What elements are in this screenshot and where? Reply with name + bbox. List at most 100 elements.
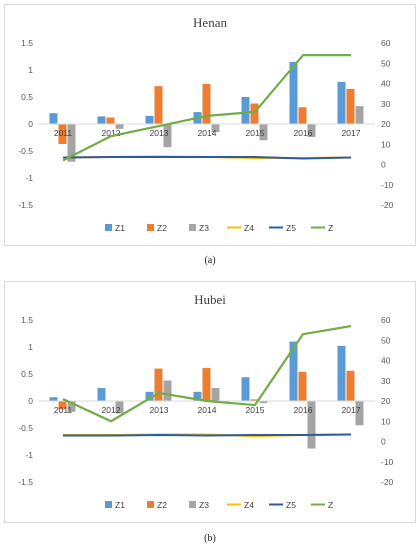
bar-z1: [337, 81, 346, 124]
y-right-tick-label: 20: [381, 396, 391, 406]
bar-z1: [145, 115, 154, 124]
y-right-tick-label: 10: [381, 139, 391, 149]
chart-panel-hubei: 1.5 1 0.5 0 -0.5 -1 -1.5 60 50 40 30 20 10 0 -10 -20 201…: [4, 281, 416, 523]
y-left-tick-label: 0: [28, 119, 33, 129]
y-left-tick-label: 0.5: [21, 92, 33, 102]
y-left-tick-label: -1: [25, 173, 33, 183]
chart-hubei: 1.5 1 0.5 0 -0.5 -1 -1.5 60 50 40 30 20 10 0 -10 -20 201…: [18, 315, 394, 510]
x-tick-label: 2016: [294, 128, 313, 138]
legend-swatch-z2: [147, 224, 154, 231]
y-right-tick-label: -20: [381, 200, 394, 210]
y-right-tick-label: -20: [381, 477, 394, 487]
chart-panel-henan: 1.5 1 0.5 0 -0.5 -1 -1.5 60 50 40 30 20 10 0 -10 -20 201…: [4, 4, 416, 246]
legend-label: Z3: [199, 223, 209, 233]
y-right-tick-label: 50: [381, 335, 391, 345]
bar-z3: [259, 401, 268, 404]
x-tick-label: 2016: [294, 405, 313, 415]
y-right-tick-label: -10: [381, 180, 394, 190]
bar-z2: [202, 368, 211, 401]
y-left-tick-label: -0.5: [18, 146, 33, 156]
y-left-tick-label: 1: [28, 65, 33, 75]
legend-swatch-z3: [189, 224, 196, 231]
chart-henan: 1.5 1 0.5 0 -0.5 -1 -1.5 60 50 40 30 20 10 0 -10 -20 201…: [18, 38, 394, 233]
bar-z1: [193, 391, 202, 401]
x-tick-label: 2014: [198, 405, 217, 415]
y-left-tick-label: 0.5: [21, 369, 33, 379]
bar-z2: [154, 368, 163, 401]
legend-label: Z5: [286, 500, 296, 510]
legend-swatch-z1: [105, 501, 112, 508]
y-right-tick-label: 30: [381, 376, 391, 386]
series-line-z5: [63, 433, 352, 437]
bar-z1: [289, 341, 298, 401]
x-tick-label: 2017: [342, 128, 361, 138]
y-right-tick-label: 60: [381, 315, 391, 325]
bar-z2: [250, 103, 259, 124]
bar-z2: [346, 370, 355, 401]
y-right-tick-label: 60: [381, 38, 391, 48]
figure-caption-b: (b): [204, 533, 216, 544]
bar-z3: [163, 380, 172, 401]
bar-z1: [241, 97, 250, 124]
x-tick-label: 2012: [102, 405, 121, 415]
y-right-tick-label: 0: [381, 160, 386, 170]
series-line-z5: [62, 155, 352, 160]
bar-z2: [154, 86, 163, 124]
y-left-tick-label: -1.5: [18, 200, 33, 210]
bar-z3: [307, 401, 316, 449]
y-right-tick-label: 20: [381, 119, 391, 129]
bar-z2: [250, 399, 259, 401]
bar-z2: [58, 401, 67, 410]
series-line-z: [62, 54, 351, 162]
y-left-tick-label: 0: [28, 396, 33, 406]
legend-label: Z: [328, 500, 333, 510]
bar-z2: [106, 117, 115, 124]
x-tick-label: 2012: [102, 128, 121, 138]
legend-swatch-z1: [105, 224, 112, 231]
legend-label: Z1: [115, 223, 125, 233]
chart-title: Henan: [193, 15, 227, 30]
y-right-tick-label: 50: [381, 58, 391, 68]
bar-z3: [115, 401, 124, 414]
bar-z1: [145, 391, 154, 401]
figure-caption-a: (a): [204, 255, 216, 266]
y-right-tick-label: 30: [381, 99, 391, 109]
y-left-tick-label: 1.5: [21, 38, 33, 48]
bar-z1: [97, 388, 106, 401]
legend-swatch-z2: [147, 501, 154, 508]
legend-label: Z5: [286, 223, 296, 233]
x-tick-label: 2014: [198, 128, 217, 138]
bar-z2: [298, 371, 307, 401]
y-right-tick-label: -10: [381, 457, 394, 467]
x-tick-label: 2013: [150, 405, 169, 415]
bar-z1: [241, 377, 250, 401]
legend-label: Z2: [157, 223, 167, 233]
legend-label: Z4: [244, 500, 254, 510]
bar-z3: [67, 401, 76, 412]
y-right-tick-label: 0: [381, 437, 386, 447]
bar-z1: [97, 116, 106, 124]
bar-z1: [289, 61, 298, 124]
x-tick-label: 2013: [150, 128, 169, 138]
bar-z1: [49, 113, 58, 124]
y-right-tick-label: 40: [381, 79, 391, 89]
chart-title: Hubei: [194, 292, 226, 307]
bar-z2: [202, 84, 211, 124]
legend-label: Z1: [115, 500, 125, 510]
bar-z1: [337, 345, 346, 401]
y-right-tick-label: 10: [381, 416, 391, 426]
bar-z2: [58, 124, 67, 144]
y-left-tick-label: -0.5: [18, 423, 33, 433]
legend-label: Z4: [244, 223, 254, 233]
bar-z3: [211, 124, 220, 133]
x-tick-label: 2017: [342, 405, 361, 415]
y-left-tick-label: -1: [25, 450, 33, 460]
x-tick-label: 2015: [246, 128, 265, 138]
y-right-tick-label: 40: [381, 356, 391, 366]
x-tick-label: 2011: [54, 405, 73, 415]
bar-z3: [355, 401, 364, 426]
bar-z3: [259, 124, 268, 141]
x-tick-label: 2015: [246, 405, 265, 415]
legend-swatch-z3: [189, 501, 196, 508]
bar-z3: [115, 124, 124, 129]
